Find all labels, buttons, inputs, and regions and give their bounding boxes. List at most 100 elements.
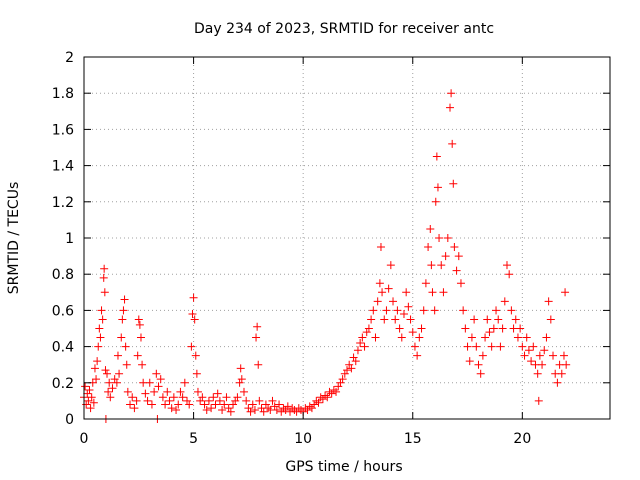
data-point <box>382 306 391 315</box>
data-point <box>454 252 463 261</box>
data-point <box>343 366 351 375</box>
data-point <box>375 279 384 288</box>
x-tick-label: 0 <box>80 431 89 447</box>
data-point <box>419 306 428 315</box>
data-point <box>502 261 511 270</box>
data-point <box>254 360 263 369</box>
data-point <box>476 369 485 378</box>
data-point <box>169 393 178 402</box>
data-point <box>446 103 455 112</box>
y-tick-label: 0 <box>65 412 74 428</box>
data-point <box>189 293 198 302</box>
y-tick-label: 0.2 <box>52 376 74 392</box>
data-point <box>156 375 165 384</box>
data-point <box>98 315 107 324</box>
y-axis-label: SRMTID / TECUs <box>6 182 22 295</box>
data-point <box>540 346 549 355</box>
data-point <box>222 393 231 402</box>
data-point <box>402 288 411 297</box>
data-point <box>321 391 330 400</box>
data-point <box>163 387 172 396</box>
data-point <box>90 364 99 373</box>
data-point <box>542 333 551 342</box>
data-point <box>198 393 207 402</box>
data-point <box>283 402 292 411</box>
data-point <box>108 384 117 393</box>
data-point <box>183 396 192 405</box>
data-point <box>338 375 347 384</box>
data-point <box>500 297 509 306</box>
data-point <box>358 333 367 342</box>
data-point <box>410 342 419 351</box>
data-point <box>441 252 450 261</box>
data-point <box>529 342 538 351</box>
data-point <box>101 366 110 375</box>
data-point <box>154 382 163 391</box>
data-point <box>310 400 319 409</box>
data-point <box>82 400 91 409</box>
x-tick-label: 20 <box>513 431 531 447</box>
data-point <box>424 243 433 252</box>
data-point <box>119 306 128 315</box>
data-point <box>362 328 371 337</box>
data-point <box>450 243 459 252</box>
data-point <box>360 342 369 351</box>
data-point <box>380 315 389 324</box>
data-point <box>505 270 514 279</box>
data-point <box>190 315 199 324</box>
data-point <box>105 378 114 387</box>
data-point <box>406 315 415 324</box>
data-point <box>351 357 360 366</box>
data-point <box>437 261 446 270</box>
data-point <box>132 396 141 405</box>
data-point <box>511 315 520 324</box>
data-point <box>152 369 161 378</box>
y-tick-label: 1.8 <box>52 86 74 102</box>
data-point <box>135 320 144 329</box>
data-point <box>430 306 439 315</box>
y-tick-label: 0.8 <box>52 267 74 283</box>
axis-ticks: 00.20.40.60.811.21.41.61.820 5 10 15 20 <box>52 50 610 447</box>
y-tick-label: 1.4 <box>52 159 74 175</box>
data-point <box>196 396 205 405</box>
data-point <box>92 375 101 384</box>
data-point <box>233 393 242 402</box>
data-point <box>492 306 501 315</box>
data-point <box>415 333 424 342</box>
data-point <box>118 315 127 324</box>
data-point <box>211 400 220 409</box>
data-point <box>417 324 426 333</box>
data-point <box>553 378 562 387</box>
data-point <box>229 400 238 409</box>
data-point <box>428 288 437 297</box>
data-point <box>123 387 132 396</box>
data-point <box>448 139 457 148</box>
data-point <box>386 261 395 270</box>
data-point <box>369 306 378 315</box>
y-tick-label: 0.4 <box>52 340 74 356</box>
data-point <box>463 342 472 351</box>
data-point <box>150 387 159 396</box>
data-point <box>113 351 122 360</box>
data-point <box>204 396 213 405</box>
data-point <box>318 395 327 404</box>
data-point <box>467 333 476 342</box>
data-point <box>213 389 222 398</box>
data-point <box>215 396 224 405</box>
data-point <box>413 351 422 360</box>
data-point <box>185 400 194 409</box>
data-point <box>128 393 137 402</box>
data-point <box>340 369 349 378</box>
data-point <box>202 405 211 414</box>
data-point <box>167 404 176 413</box>
x-tick-label: 5 <box>189 431 198 447</box>
data-point <box>122 360 131 369</box>
data-point <box>218 405 227 414</box>
data-point <box>518 342 527 351</box>
data-point <box>89 398 98 407</box>
data-point <box>544 297 553 306</box>
data-point <box>248 400 257 409</box>
data-point <box>557 369 566 378</box>
data-point <box>103 369 112 378</box>
data-point <box>376 243 385 252</box>
